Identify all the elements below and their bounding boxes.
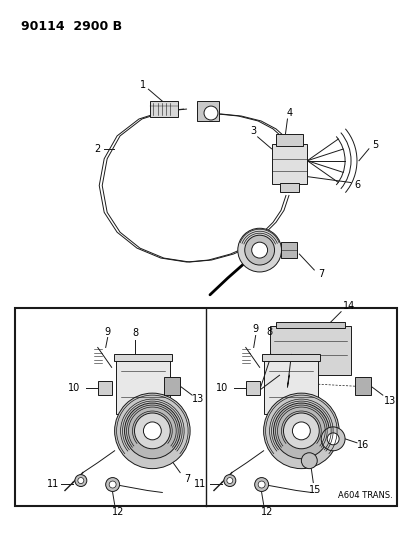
Bar	[150, 101, 178, 117]
Bar	[275, 134, 303, 146]
Text: A604 TRANS.: A604 TRANS.	[337, 491, 392, 500]
Bar	[269, 326, 350, 375]
Text: 10: 10	[68, 383, 80, 393]
Circle shape	[254, 478, 268, 491]
Bar	[263, 359, 318, 414]
Circle shape	[320, 427, 344, 451]
Circle shape	[283, 413, 318, 449]
Text: 90114  2900 B: 90114 2900 B	[21, 20, 122, 33]
Circle shape	[292, 422, 310, 440]
Circle shape	[105, 478, 119, 491]
Bar	[197, 101, 218, 121]
Text: 13: 13	[192, 394, 204, 404]
Circle shape	[75, 474, 87, 487]
Text: 2: 2	[95, 144, 101, 154]
Text: 7: 7	[317, 269, 323, 279]
Circle shape	[251, 242, 267, 258]
Text: 10: 10	[215, 383, 228, 393]
Bar	[15, 308, 396, 506]
Text: 16: 16	[356, 440, 368, 450]
Bar	[279, 183, 299, 192]
Bar	[97, 381, 112, 395]
Circle shape	[226, 478, 232, 483]
Text: 6: 6	[353, 180, 359, 190]
Bar	[275, 321, 344, 328]
Text: 12: 12	[112, 507, 124, 518]
Circle shape	[273, 403, 328, 459]
Text: 9: 9	[252, 324, 258, 334]
Text: 3: 3	[250, 126, 256, 136]
Circle shape	[263, 393, 338, 469]
Circle shape	[204, 106, 217, 120]
Bar	[115, 359, 170, 414]
Circle shape	[326, 433, 338, 445]
Circle shape	[301, 453, 316, 469]
Text: 7: 7	[183, 473, 190, 483]
Bar	[113, 354, 172, 361]
Text: 12: 12	[261, 507, 273, 518]
Text: 14: 14	[342, 301, 354, 311]
Bar	[354, 377, 370, 395]
Bar	[164, 377, 180, 395]
Text: 8: 8	[132, 328, 138, 337]
Circle shape	[109, 481, 116, 488]
Circle shape	[244, 235, 274, 265]
Circle shape	[124, 403, 180, 459]
Circle shape	[114, 393, 190, 469]
Bar	[271, 144, 306, 183]
Text: 8: 8	[266, 327, 272, 336]
Text: 1: 1	[140, 80, 146, 90]
Text: 5: 5	[371, 140, 377, 150]
Circle shape	[223, 474, 235, 487]
Bar	[261, 354, 320, 361]
Text: 15: 15	[309, 486, 320, 496]
Text: 11: 11	[193, 479, 206, 489]
Text: 13: 13	[383, 396, 395, 406]
Bar	[281, 242, 297, 258]
Circle shape	[143, 422, 161, 440]
Circle shape	[258, 481, 264, 488]
Circle shape	[78, 478, 83, 483]
Text: 11: 11	[47, 479, 59, 489]
Bar	[245, 381, 259, 395]
Text: 9: 9	[104, 327, 110, 336]
Text: 4: 4	[286, 108, 292, 118]
Circle shape	[134, 413, 170, 449]
Circle shape	[237, 228, 281, 272]
